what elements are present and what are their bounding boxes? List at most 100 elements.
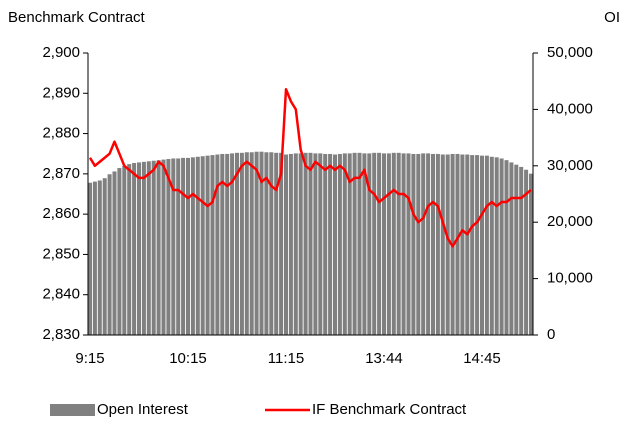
bar [381, 153, 387, 335]
bar [176, 158, 181, 335]
bar [122, 165, 127, 335]
bar [259, 151, 264, 335]
bar [494, 157, 499, 335]
bar [269, 152, 274, 335]
bar [416, 153, 421, 335]
x-tick-label: 9:15 [75, 350, 104, 367]
bar [200, 156, 205, 335]
y-tick-label: 2,840 [42, 286, 80, 303]
y2-tick-label: 20,000 [547, 213, 593, 230]
bar [234, 152, 240, 335]
bar [514, 164, 519, 335]
bar [357, 152, 362, 335]
bar [303, 152, 308, 335]
bar [308, 152, 313, 335]
bar [127, 164, 132, 335]
legend-swatch [50, 404, 95, 416]
bar [254, 151, 259, 335]
y-tick-label: 2,900 [42, 44, 80, 61]
bar [230, 153, 235, 335]
bar [396, 152, 401, 335]
bar [332, 154, 338, 335]
bar [283, 154, 289, 335]
y2-tick-label: 30,000 [547, 157, 593, 174]
x-tick-label: 13:44 [365, 350, 403, 367]
bar [401, 153, 406, 335]
legend-label: IF Benchmark Contract [312, 401, 467, 418]
bar [239, 152, 244, 335]
bar [249, 152, 254, 335]
y-tick-label: 2,830 [42, 326, 80, 343]
bar [377, 152, 382, 335]
bar [112, 171, 117, 335]
bar [107, 174, 112, 335]
bar [88, 182, 93, 335]
y2-tick-label: 10,000 [547, 270, 593, 287]
bar [102, 178, 107, 335]
bar [421, 153, 426, 335]
bar [151, 160, 156, 335]
bar [465, 154, 470, 335]
bar [470, 155, 475, 335]
bar [293, 153, 298, 335]
bar [220, 153, 225, 335]
bar [210, 155, 215, 335]
chart-title: Benchmark Contract [8, 9, 146, 26]
bar [509, 162, 514, 335]
bar [323, 153, 328, 335]
bar [190, 157, 195, 335]
bar [215, 154, 220, 335]
bar [195, 156, 200, 335]
bar [185, 157, 191, 335]
bar [440, 154, 445, 335]
bar [455, 153, 460, 335]
bar [166, 159, 171, 335]
x-tick-label: 11:15 [268, 350, 304, 367]
bar [411, 153, 416, 335]
y-tick-label: 2,850 [42, 245, 80, 262]
bar [504, 160, 509, 335]
bar [146, 161, 151, 335]
x-tick-label: 14:45 [463, 350, 501, 367]
bar [141, 161, 146, 335]
y-tick-label: 2,860 [42, 205, 80, 222]
bar [156, 160, 161, 335]
y-tick-label: 2,880 [42, 125, 80, 142]
bar [136, 162, 142, 335]
y2-tick-label: 40,000 [547, 100, 593, 117]
legend-label: Open Interest [97, 401, 189, 418]
bar [244, 152, 249, 335]
y2-tick-label: 50,000 [547, 44, 593, 61]
bar [499, 158, 504, 335]
bar [460, 154, 465, 335]
bar [132, 162, 137, 335]
bar [484, 155, 489, 335]
bar [92, 181, 97, 335]
bar [430, 153, 436, 335]
bar [171, 158, 176, 335]
y2-tick-label: 0 [547, 326, 555, 343]
bar [528, 173, 534, 335]
bar [117, 168, 122, 335]
bar [347, 153, 352, 335]
bar [205, 155, 210, 335]
bar [274, 152, 279, 335]
bar [445, 154, 450, 335]
bar [524, 169, 529, 335]
bar [225, 153, 230, 335]
bar [391, 152, 396, 335]
bar [426, 153, 431, 335]
bar [161, 159, 166, 335]
bar [489, 156, 494, 335]
bar [318, 153, 323, 335]
bar [406, 153, 411, 335]
bar [328, 153, 333, 335]
x-tick-label: 10:15 [169, 350, 207, 367]
bar [313, 153, 318, 335]
bar [386, 153, 391, 335]
bar [337, 153, 342, 335]
bar [372, 152, 377, 335]
bar [279, 152, 284, 335]
y2-axis-title: OI [604, 9, 620, 26]
